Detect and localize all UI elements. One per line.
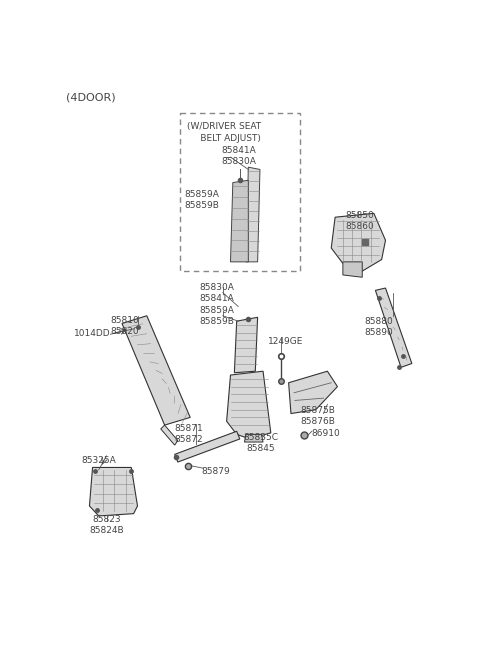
Text: 85871
85872: 85871 85872: [175, 424, 204, 443]
Text: 85835C
85845: 85835C 85845: [244, 433, 279, 453]
Text: 85859A
85859B: 85859A 85859B: [184, 190, 219, 210]
Polygon shape: [375, 288, 412, 367]
Polygon shape: [331, 214, 385, 271]
Polygon shape: [230, 180, 248, 262]
Polygon shape: [246, 167, 260, 262]
Text: 85875B
85876B: 85875B 85876B: [300, 406, 335, 426]
Text: 85823
85824B: 85823 85824B: [89, 515, 124, 535]
Polygon shape: [89, 468, 137, 516]
Polygon shape: [244, 434, 263, 442]
Text: 85325A: 85325A: [82, 456, 117, 465]
Text: 85830A
85841A: 85830A 85841A: [200, 283, 234, 303]
Text: 85810
85820: 85810 85820: [110, 316, 139, 336]
Polygon shape: [161, 425, 178, 445]
Polygon shape: [227, 371, 271, 439]
Text: (W/DRIVER SEAT
     BELT ADJUST): (W/DRIVER SEAT BELT ADJUST): [186, 122, 261, 143]
Text: 1249GE: 1249GE: [268, 337, 303, 346]
Polygon shape: [234, 317, 258, 373]
Polygon shape: [175, 431, 240, 462]
Text: (4DOOR): (4DOOR): [66, 92, 116, 102]
Text: 85850
85860: 85850 85860: [345, 211, 374, 231]
Polygon shape: [122, 316, 190, 425]
Text: 86910: 86910: [312, 429, 341, 438]
Polygon shape: [288, 371, 337, 413]
Text: 1014DD: 1014DD: [74, 329, 110, 338]
Text: 85880
85890: 85880 85890: [365, 317, 393, 337]
Polygon shape: [343, 262, 362, 277]
Text: 85841A
85830A: 85841A 85830A: [221, 146, 256, 166]
Text: 85879: 85879: [202, 468, 230, 476]
Text: 85859A
85859B: 85859A 85859B: [200, 306, 234, 326]
